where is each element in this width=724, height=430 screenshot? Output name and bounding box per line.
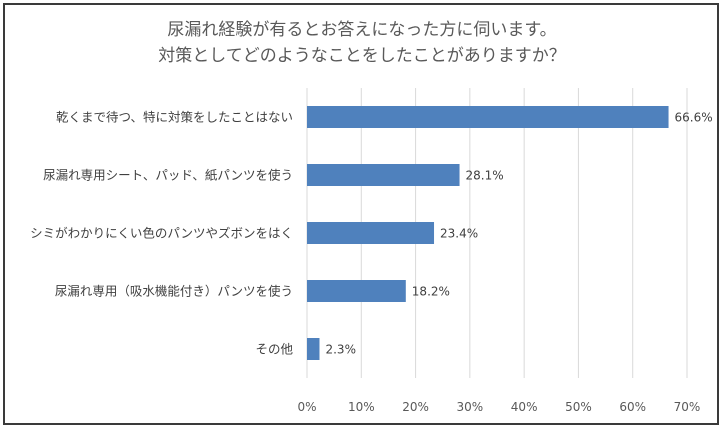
- labels: 0% 10% 20% 30% 40% 50% 60% 70% 乾くまで待つ、特に対策をしたことは…: [30, 110, 713, 415]
- x-tick-label: 40%: [511, 400, 538, 414]
- x-tick-label: 60%: [619, 400, 646, 414]
- category-label: その他: [255, 342, 293, 357]
- x-tick-label: 0%: [297, 400, 316, 414]
- value-label: 66.6%: [675, 111, 713, 125]
- value-label: 2.3%: [325, 343, 356, 357]
- chart-title-line-2: 対策としてどのようなことをしたことがありますか？: [158, 46, 566, 66]
- category-label: 尿漏れ専用（吸水機能付き）パンツを使う: [55, 284, 293, 299]
- value-label: 28.1%: [466, 169, 504, 183]
- bar: [307, 280, 406, 302]
- x-tick-label: 50%: [565, 400, 592, 414]
- bars: [307, 106, 669, 360]
- x-tick-label: 20%: [402, 400, 429, 414]
- value-label: 18.2%: [412, 285, 450, 299]
- x-tick-label: 70%: [674, 400, 701, 414]
- bar: [307, 106, 669, 128]
- category-label: シミがわかりにくい色のパンツやズボンをはく: [30, 226, 293, 241]
- bar: [307, 222, 435, 244]
- value-label: 23.4%: [440, 227, 478, 241]
- x-tick-label: 10%: [348, 400, 375, 414]
- chart-title-line-1: 尿漏れ経験が有るとお答えになった方に伺います。: [167, 20, 556, 40]
- x-tick-label: 30%: [457, 400, 484, 414]
- bar: [307, 338, 320, 360]
- category-label: 尿漏れ専用シート、パッド、紙パンツを使う: [43, 168, 293, 183]
- category-label: 乾くまで待つ、特に対策をしたことはない: [56, 110, 293, 125]
- gridlines: [306, 88, 688, 378]
- bar: [307, 164, 460, 186]
